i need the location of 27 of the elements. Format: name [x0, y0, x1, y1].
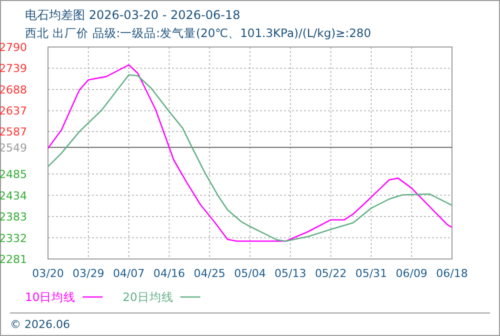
- y-tick-label: 2688: [0, 83, 27, 96]
- x-tick-label: 05/22: [314, 267, 347, 280]
- y-tick-label: 2739: [0, 62, 27, 76]
- y-tick-label: 2383: [0, 210, 27, 224]
- x-tick-label: 04/16: [153, 267, 186, 280]
- chart-title: 电石均差图 2026-03-20 - 2026-06-18: [25, 8, 240, 22]
- y-tick-label: 2332: [0, 232, 27, 245]
- y-tick-label: 2434: [0, 189, 27, 202]
- x-tick-label: 04/07: [112, 267, 145, 280]
- x-tick-label: 03/20: [32, 267, 64, 280]
- legend-label: 10日均线: [25, 290, 76, 304]
- y-tick-label: 2790: [0, 41, 27, 54]
- y-tick-label: 2485: [0, 168, 27, 182]
- chart-subtitle: 西北 出厂价 品级:一级品:发气量(20℃、101.3KPa)/(L/kg)≥:280: [25, 26, 372, 40]
- text: © 2026.06: [10, 318, 70, 331]
- x-tick-label: 06/09: [396, 267, 428, 280]
- y-tick-label: 2587: [0, 126, 27, 139]
- x-tick-label: 05/04: [234, 267, 266, 280]
- y-tick-label: 2637: [0, 104, 27, 118]
- x-tick-label: 05/31: [355, 267, 388, 280]
- x-tick-label: 03/29: [72, 267, 104, 280]
- y-tick-label: 2281: [0, 253, 27, 266]
- x-tick-label: 04/25: [194, 267, 226, 280]
- x-tick-label: 06/18: [436, 267, 468, 280]
- ref-line-label: 2549: [0, 141, 27, 154]
- legend-label: 20日均线: [122, 290, 174, 304]
- x-tick-label: 05/13: [274, 267, 306, 280]
